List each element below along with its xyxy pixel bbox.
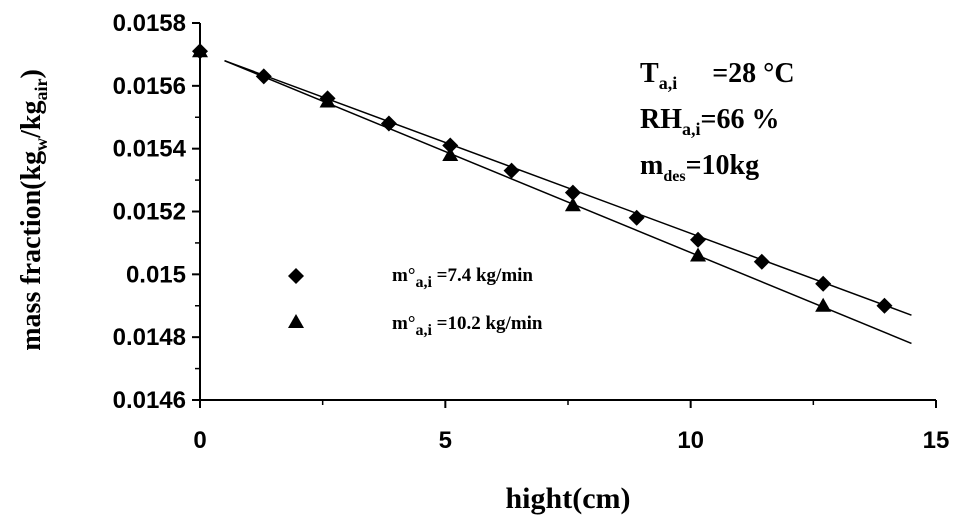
legend: m°a,i =7.4 kg/min m°a,i =10.2 kg/min bbox=[288, 265, 543, 339]
y-tick-label: 0.015 bbox=[126, 261, 186, 288]
y-axis-label-sub-air: air bbox=[31, 79, 51, 101]
conditions-annotation: Ta,i =28 °C RHa,i=66 % mdes=10kg bbox=[640, 58, 795, 185]
fit-line-series-1 bbox=[224, 59, 912, 316]
x-axis-label: hight(cm) bbox=[506, 482, 631, 515]
diamond-marker bbox=[690, 231, 707, 248]
diamond-marker bbox=[503, 162, 520, 179]
diamond-marker bbox=[380, 115, 397, 132]
x-axis-label-unit: (cm) bbox=[572, 482, 630, 515]
triangle-marker bbox=[690, 247, 707, 262]
x-axis-label-main: hight bbox=[506, 482, 573, 515]
y-axis-label-main: mass fraction bbox=[16, 189, 47, 350]
y-axis-label-open: (kg bbox=[16, 151, 47, 190]
diamond-marker bbox=[564, 184, 581, 201]
x-tick-label: 10 bbox=[677, 427, 704, 454]
y-axis-label: mass fraction(kgw/kgair) bbox=[16, 69, 51, 351]
diamond-marker bbox=[815, 275, 832, 292]
annotation-temperature: Ta,i =28 °C bbox=[640, 58, 795, 93]
triangle-marker bbox=[564, 197, 581, 212]
legend-series-1-label: m°a,i =7.4 kg/min bbox=[392, 265, 533, 291]
triangle-marker bbox=[192, 43, 208, 58]
legend-diamond-marker bbox=[288, 268, 304, 284]
triangle-marker bbox=[319, 93, 336, 108]
annotation-desiccant-mass: mdes=10kg bbox=[640, 150, 759, 185]
fit-lines bbox=[224, 59, 912, 345]
triangle-marker bbox=[815, 297, 832, 312]
x-tick-label: 15 bbox=[923, 427, 950, 454]
axes: 0.0146 0.0148 0.015 0.0152 0.0154 0.0156 0.015… bbox=[113, 10, 950, 454]
diamond-marker bbox=[628, 209, 645, 226]
legend-triangle-marker bbox=[288, 314, 304, 328]
y-axis-label-slash: /kg bbox=[16, 101, 47, 139]
diamond-marker bbox=[255, 68, 272, 85]
diamond-marker bbox=[753, 253, 770, 270]
fit-line-series-2 bbox=[224, 60, 912, 345]
annotation-humidity: RHa,i=66 % bbox=[640, 104, 779, 139]
data-markers bbox=[192, 43, 893, 314]
x-tick-label: 0 bbox=[193, 427, 206, 454]
y-tick-label: 0.0158 bbox=[113, 10, 186, 37]
y-tick-label: 0.0146 bbox=[113, 387, 186, 414]
diamond-marker bbox=[876, 297, 893, 314]
triangle-marker bbox=[442, 146, 459, 161]
y-tick-label: 0.0156 bbox=[113, 73, 186, 100]
y-tick-label: 0.0152 bbox=[113, 199, 186, 226]
y-axis-label-sub-w: w bbox=[31, 138, 51, 151]
y-tick-label: 0.0148 bbox=[113, 324, 186, 351]
legend-series-2-label: m°a,i =10.2 kg/min bbox=[392, 313, 543, 339]
x-tick-label: 5 bbox=[439, 427, 452, 454]
y-tick-label: 0.0154 bbox=[113, 136, 187, 163]
y-axis-label-close: ) bbox=[16, 69, 47, 78]
diamond-marker bbox=[442, 137, 459, 154]
